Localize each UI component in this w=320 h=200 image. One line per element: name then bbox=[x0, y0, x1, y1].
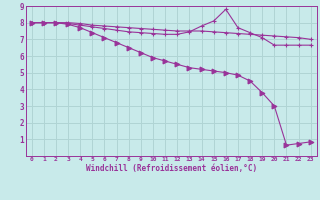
X-axis label: Windchill (Refroidissement éolien,°C): Windchill (Refroidissement éolien,°C) bbox=[86, 164, 257, 173]
